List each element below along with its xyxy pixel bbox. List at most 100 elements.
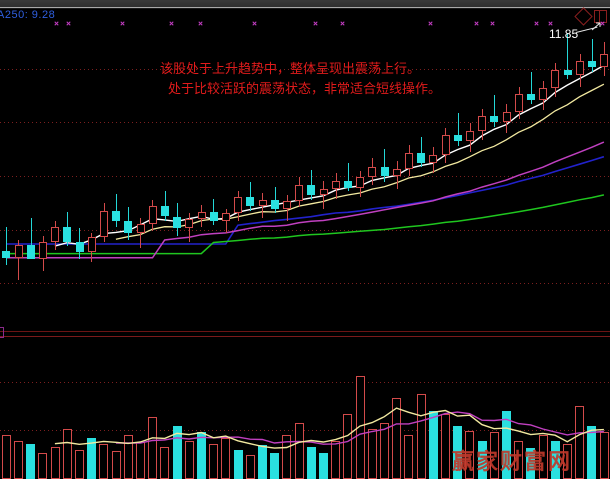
- candle-body: [295, 184, 303, 201]
- candle-wick: [421, 137, 422, 168]
- volume-bar: [331, 440, 340, 479]
- price-x-marker: [600, 21, 605, 26]
- candle-body: [137, 223, 145, 233]
- price-gridline: [0, 69, 610, 70]
- candle-body: [27, 244, 35, 260]
- restore-icon[interactable]: [574, 7, 593, 26]
- candle-body: [234, 196, 242, 213]
- candle-body: [405, 153, 413, 169]
- candle-wick: [31, 217, 32, 253]
- candle-body: [2, 250, 10, 259]
- candle-body: [478, 116, 486, 132]
- volume-indicator-badge: [0, 327, 4, 338]
- top-x-marker: [340, 21, 345, 26]
- candle-wick: [567, 32, 568, 80]
- candle-body: [161, 205, 169, 217]
- candle-body: [417, 153, 425, 163]
- candle-body: [503, 111, 511, 123]
- price-gridline: [0, 283, 610, 284]
- top-x-marker: [548, 21, 553, 26]
- candle-body: [576, 61, 584, 75]
- chart-annotation: 该股处于上升趋势中，整体呈现出震荡上行。 处于比较活跃的震荡状态，非常适合短线操…: [160, 60, 520, 100]
- volume-bar: [270, 452, 279, 479]
- candle-wick: [458, 113, 459, 147]
- candle-wick: [384, 149, 385, 182]
- volume-bar: [14, 440, 23, 479]
- volume-bar: [124, 434, 133, 479]
- candle-wick: [250, 181, 251, 211]
- top-x-marker: [313, 21, 318, 26]
- price-ma-lines: [6, 64, 605, 259]
- price-chart-panel[interactable]: [0, 9, 610, 331]
- volume-bar: [551, 440, 560, 479]
- ma60-line: [6, 194, 605, 255]
- panel-divider: [0, 331, 610, 332]
- toolbar-separator: [0, 7, 610, 8]
- candle-wick: [592, 38, 593, 72]
- candle-body: [600, 53, 608, 68]
- candle-wick: [531, 71, 532, 105]
- candle-body: [88, 236, 96, 253]
- candle-wick: [226, 208, 227, 233]
- top-x-marker: [54, 21, 59, 26]
- volume-bar: [185, 440, 194, 479]
- top-x-marker: [534, 21, 539, 26]
- candle-body: [332, 180, 340, 190]
- candle-body: [259, 199, 267, 206]
- last-price-label: 11.85: [549, 27, 579, 41]
- candle-body: [39, 241, 47, 260]
- candle-wick: [348, 162, 349, 191]
- candle-body: [100, 210, 108, 237]
- volume-ma5-line: [54, 407, 604, 449]
- candle-body: [368, 167, 376, 178]
- candle-body: [222, 212, 230, 221]
- ma250-line: [6, 155, 605, 245]
- volume-gridline: [0, 430, 610, 431]
- ma20-line: [6, 141, 605, 259]
- candle-wick: [116, 193, 117, 227]
- volume-bar: [2, 434, 11, 479]
- top-x-marker: [428, 21, 433, 26]
- volume-bar: [26, 443, 35, 479]
- candle-body: [344, 180, 352, 188]
- volume-bar: [160, 446, 169, 479]
- candle-body: [198, 211, 206, 219]
- window-toolbar: [0, 0, 610, 7]
- candle-body: [539, 87, 547, 100]
- volume-gridline: [0, 382, 610, 383]
- volume-bar: [417, 393, 426, 479]
- candle-body: [307, 184, 315, 196]
- price-gridline: [0, 176, 610, 177]
- volume-bar: [539, 434, 548, 479]
- candle-body: [246, 196, 254, 206]
- candle-body: [429, 155, 437, 163]
- top-x-marker: [66, 21, 71, 26]
- volume-bar: [307, 446, 316, 479]
- volume-bar: [51, 446, 60, 479]
- ma250-readout: A250: 9.28: [0, 9, 56, 21]
- candle-body: [63, 226, 71, 242]
- volume-bar: [600, 431, 609, 479]
- candle-body: [124, 220, 132, 233]
- candle-wick: [140, 217, 141, 248]
- candle-body: [283, 201, 291, 209]
- volume-bar: [404, 434, 413, 479]
- site-watermark: 赢家财富网: [452, 450, 573, 475]
- volume-ma-lines: [54, 407, 604, 449]
- annotation-line-1: 该股处于上升趋势中，整体呈现出震荡上行。: [160, 62, 421, 77]
- toolbar-separator-shadow: [0, 8, 610, 9]
- candle-wick: [275, 186, 276, 213]
- volume-bar: [99, 443, 108, 479]
- candle-wick: [494, 95, 495, 128]
- volume-bar: [75, 449, 84, 479]
- candle-body: [173, 216, 181, 229]
- candle-body: [466, 131, 474, 142]
- candle-body: [454, 135, 462, 142]
- candle-body: [185, 218, 193, 229]
- annotation-line-2: 处于比较活跃的震荡状态，非常适合短线操作。: [168, 82, 442, 97]
- candle-body: [588, 61, 596, 68]
- volume-top-border: [0, 336, 610, 337]
- volume-chart-panel[interactable]: [0, 332, 610, 479]
- candle-body: [381, 167, 389, 176]
